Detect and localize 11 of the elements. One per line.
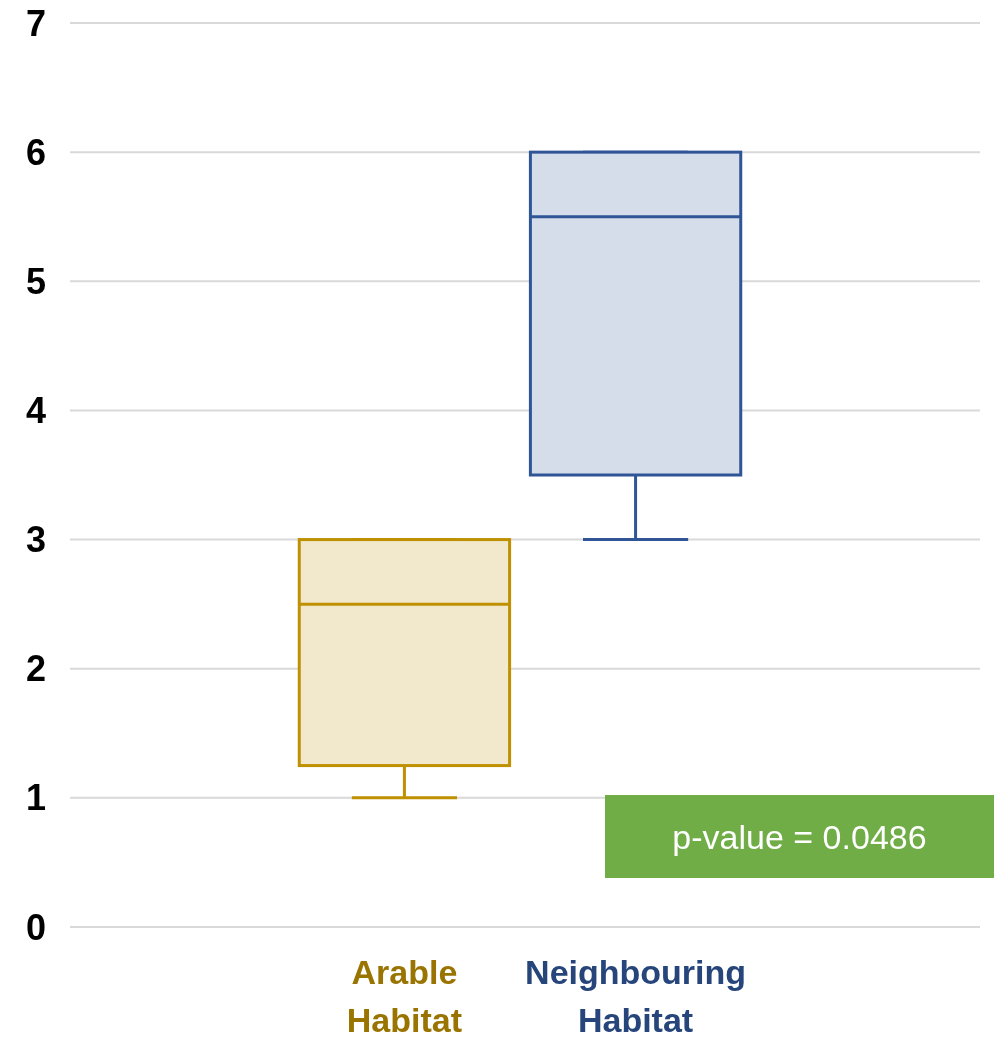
y-tick-label: 1 — [25, 777, 47, 819]
y-tick-label: 5 — [25, 260, 47, 302]
y-tick-label: 7 — [25, 2, 47, 44]
x-tick-label: Arable Habitat — [346, 953, 463, 1039]
y-tick-label: 3 — [25, 519, 47, 561]
y-tick-label: 6 — [25, 131, 47, 173]
y-tick-label: 4 — [25, 390, 47, 432]
y-tick-label: 0 — [25, 906, 47, 948]
y-tick-label: 2 — [25, 648, 47, 690]
x-tick-label: Neighbouring Habitat — [525, 953, 747, 1039]
annotation: p-value = 0.0486 — [672, 817, 927, 856]
